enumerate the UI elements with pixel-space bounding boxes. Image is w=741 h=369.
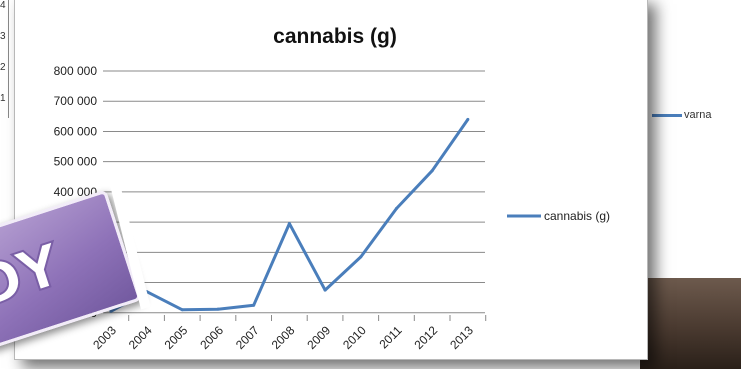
x-tick-label: 2011	[376, 323, 404, 351]
y-tick-label: 500 000	[54, 155, 98, 169]
y-tick-label: 600 000	[54, 124, 98, 138]
background-y-tick: 3	[0, 31, 6, 42]
data-point	[359, 255, 363, 259]
x-tick-label: 2004	[126, 323, 155, 352]
grid-lines	[103, 70, 485, 314]
background-y-tick: 2	[0, 62, 6, 73]
x-tick-label: 2007	[233, 323, 262, 352]
data-point	[430, 169, 434, 173]
y-tick-label: 700 000	[54, 94, 98, 108]
x-tick-labels: 2003 2004 2005 2006 2007 2008 2009 2010 2011 2012…	[90, 315, 487, 352]
background-y-axis	[8, 0, 9, 118]
stamp-text: DY	[0, 229, 72, 323]
background-photo-strip	[640, 278, 741, 369]
background-y-tick: 1	[0, 93, 6, 104]
x-tick-label: 2008	[269, 323, 298, 352]
line-chart: cannabis (g) 800 000 700 000 600 000 500 00…	[54, 25, 610, 352]
data-point	[466, 117, 470, 121]
x-tick-label: 2012	[412, 323, 441, 352]
series-points	[109, 117, 470, 313]
legend: cannabis (g)	[507, 209, 610, 223]
background-y-tick: 4	[0, 0, 6, 11]
data-point	[287, 222, 291, 226]
data-point	[180, 308, 184, 312]
background-legend: varna	[652, 109, 712, 121]
data-point	[252, 303, 256, 307]
x-tick-label: 2013	[447, 323, 476, 352]
x-tick-label: 2010	[340, 323, 369, 352]
data-point	[394, 207, 398, 211]
background-legend-swatch	[652, 113, 682, 117]
data-point	[109, 309, 113, 313]
chart-title: cannabis (g)	[273, 25, 397, 48]
x-tick-label: 2003	[90, 323, 119, 352]
chart-card: cannabis (g) 800 000 700 000 600 000 500 00…	[14, 0, 648, 360]
y-tick-label: 800 000	[54, 64, 98, 78]
data-point	[216, 307, 220, 311]
x-tick-label: 2009	[304, 323, 333, 352]
data-point	[323, 288, 327, 292]
x-tick-label: 2005	[162, 323, 191, 352]
legend-label: cannabis (g)	[544, 209, 610, 223]
x-tick-label: 2006	[197, 323, 226, 352]
background-legend-label: varna	[684, 109, 712, 121]
